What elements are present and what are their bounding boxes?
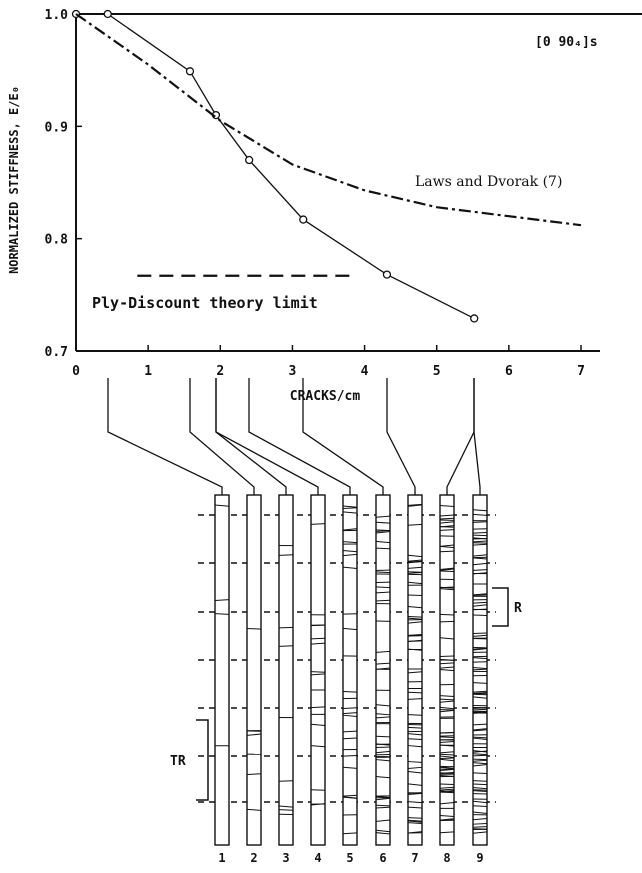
x-tick-label: 3 [289,364,297,379]
crack [376,805,390,806]
crack [473,824,487,825]
specimen [376,495,390,845]
specimen-label: 6 [379,851,386,865]
x-tick-label: 0 [72,364,80,379]
specimen-label: 1 [218,851,225,865]
annotation: [0 90₄]s [535,35,598,50]
annotation: Ply-Discount theory limit [92,294,318,312]
data-point [471,315,478,322]
bracket [492,588,508,626]
specimen-label: 2 [250,851,257,865]
y-axis-label: NORMALIZED STIFFNESS, E/E₀ [7,86,21,274]
crack [473,781,487,782]
crack [440,792,454,793]
crack [473,827,487,828]
specimen [311,495,325,845]
x-tick-label: 7 [577,364,585,379]
x-tick-label: 1 [144,364,152,379]
specimen [279,495,293,845]
crack [440,732,454,733]
crack [279,781,293,782]
crack [473,773,487,774]
connector [474,378,480,495]
specimen [247,495,261,845]
data-point [383,271,390,278]
crack [473,759,487,760]
y-tick-label: 0.8 [45,233,69,248]
data-point [300,216,307,223]
crack [440,773,454,774]
data-point [186,68,193,75]
crack [440,656,454,657]
crack [408,692,422,693]
crack [440,737,454,738]
crack [343,755,357,756]
marker-label: R [514,601,522,616]
crack [473,709,487,710]
crack [279,555,293,556]
y-tick-label: 0.9 [45,120,68,135]
crack [440,530,454,531]
crack [376,570,390,571]
crack [279,646,293,647]
connector [387,378,415,495]
marker-label: TR [170,754,186,769]
series-line [76,14,474,318]
crack [376,572,390,573]
specimen-label: 9 [476,851,483,865]
crack [311,638,325,639]
specimen-label: 8 [443,851,450,865]
x-tick-label: 4 [361,364,369,379]
crack [440,820,454,821]
crack [440,551,454,552]
specimen [343,495,357,845]
crack [440,739,454,740]
bracket [196,720,208,800]
crack [376,548,390,549]
specimen-label: 3 [282,851,289,865]
crack [376,736,390,737]
x-tick-label: 6 [505,364,513,379]
annotation: Laws and Dvorak (7) [415,174,562,190]
crack [376,587,390,588]
x-axis-label: CRACKS/cm [290,389,361,404]
specimen-label: 7 [411,851,418,865]
crack [343,692,357,693]
crack [247,628,261,629]
crack [440,614,454,615]
specimen-label: 4 [314,851,321,865]
data-point [246,157,253,164]
crack [311,524,325,525]
crack [408,715,422,716]
crack [408,818,422,819]
x-tick-label: 2 [216,364,224,379]
series-line [76,14,581,225]
y-tick-label: 0.7 [45,345,68,360]
specimen [215,495,229,845]
crack [473,538,487,539]
y-tick-label: 1.0 [45,8,69,23]
crack [279,810,293,811]
crack [473,522,487,523]
x-tick-label: 5 [433,364,441,379]
crack [311,672,325,673]
connector [108,378,222,495]
data-point [104,11,111,18]
crack [408,617,422,618]
specimen-label: 5 [346,851,353,865]
connector [447,378,474,495]
crack [473,609,487,610]
crack [473,755,487,756]
crack [473,784,487,785]
crack [473,533,487,534]
connector [216,378,286,495]
crack [440,758,454,759]
crack [408,739,422,740]
